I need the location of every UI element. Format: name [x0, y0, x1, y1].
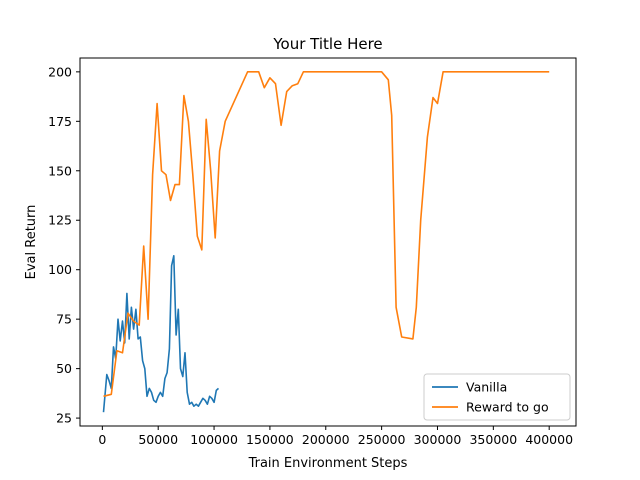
- series-line-vanilla: [102, 255, 220, 413]
- x-tick-label: 200000: [302, 432, 350, 447]
- chart-title: Your Title Here: [272, 35, 382, 53]
- x-axis-label: Train Environment Steps: [248, 456, 408, 471]
- y-tick-label: 100: [48, 262, 72, 277]
- legend-label: Vanilla: [466, 380, 507, 395]
- y-tick-label: 75: [56, 312, 72, 327]
- x-tick-label: 300000: [414, 432, 462, 447]
- series-layer: [102, 71, 550, 413]
- plot-area-frame: [79, 57, 577, 427]
- x-tick-label: 100000: [190, 432, 238, 447]
- legend-label: Reward to go: [466, 400, 549, 415]
- y-tick-label: 150: [48, 163, 72, 178]
- x-tick-label: 0: [98, 432, 106, 447]
- legend: Vanilla Reward to go: [423, 373, 571, 421]
- y-tick-label: 25: [56, 411, 72, 426]
- y-tick-label: 200: [48, 64, 72, 79]
- x-tick-label: 400000: [525, 432, 573, 447]
- series-line-reward-to-go: [103, 71, 550, 398]
- legend-box: [423, 373, 571, 421]
- x-tick-label: 250000: [358, 432, 406, 447]
- y-tick-label: 175: [48, 114, 72, 129]
- y-tick-label: 50: [56, 361, 72, 376]
- x-tick-label: 50000: [138, 432, 178, 447]
- y-tick-label: 125: [48, 213, 72, 228]
- x-tick-label: 150000: [246, 432, 294, 447]
- y-axis-label: Eval Return: [24, 205, 39, 280]
- x-tick-label: 350000: [469, 432, 517, 447]
- axis-ticks: 0 50000 100000 150000 200000 250000 300000 3500…: [48, 64, 573, 447]
